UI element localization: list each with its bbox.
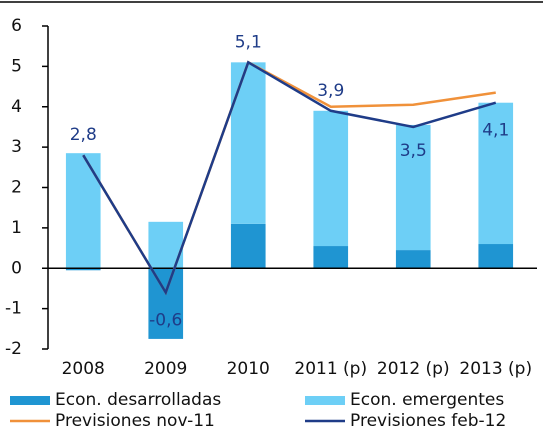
y-tick-label: -2: [5, 339, 22, 359]
x-tick-label: 2011 (p): [294, 359, 367, 379]
y-tick-label: -1: [5, 299, 22, 319]
bar: [478, 102, 514, 245]
legend-label: Econ. emergentes: [350, 390, 504, 410]
bar: [478, 244, 514, 269]
data-label: 4,1: [482, 121, 509, 141]
legend-label: Econ. desarrolladas: [55, 390, 221, 410]
data-label: 3,5: [400, 141, 427, 161]
data-label: 5,1: [235, 32, 262, 52]
bar: [395, 124, 431, 251]
x-tick-label: 2009: [144, 359, 187, 379]
x-tick-label: 2013 (p): [459, 359, 532, 379]
line: [82, 60, 497, 296]
bar: [230, 223, 266, 269]
x-tick-label: 2010: [227, 359, 270, 379]
bar: [65, 153, 101, 269]
bar: [148, 268, 184, 339]
bar: [313, 246, 349, 269]
legend-swatch: [10, 396, 50, 405]
data-label: -0,6: [149, 310, 182, 330]
y-tick-label: 5: [11, 56, 22, 76]
y-tick-label: 1: [11, 218, 22, 238]
legend-label: Previsiones nov-11: [55, 411, 215, 431]
x-tick-label: 2012 (p): [377, 359, 450, 379]
legend-label: Previsiones feb-12: [350, 411, 506, 431]
y-tick-label: 6: [11, 16, 22, 36]
y-tick-label: 0: [11, 258, 22, 278]
data-label: 3,9: [317, 81, 344, 101]
legend-swatch: [305, 396, 345, 405]
y-tick-label: 3: [11, 137, 22, 157]
bar: [230, 62, 266, 224]
bar: [395, 250, 431, 269]
bar: [65, 268, 101, 271]
bar: [313, 110, 349, 247]
data-label: 2,8: [70, 125, 97, 145]
y-tick-label: 2: [11, 178, 22, 198]
x-tick-label: 2008: [62, 359, 105, 379]
y-tick-label: 4: [11, 97, 22, 117]
